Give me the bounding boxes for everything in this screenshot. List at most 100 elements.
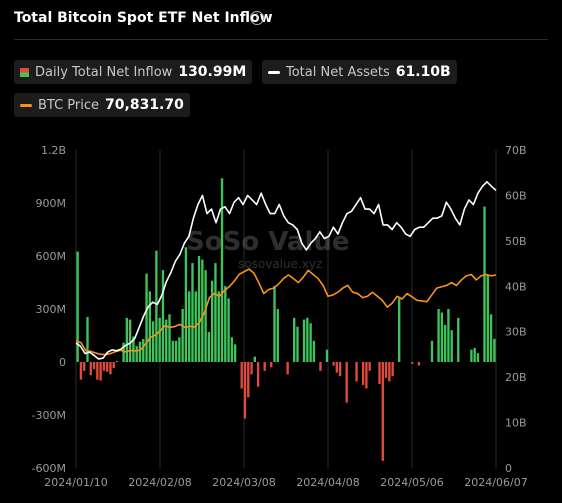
- inflow-bar: [96, 362, 99, 380]
- inflow-bar: [99, 362, 102, 381]
- right-axis-tick-label: 0: [505, 462, 512, 475]
- inflow-bar: [276, 309, 279, 362]
- inflow-bar: [132, 336, 135, 362]
- legend-item-assets[interactable]: Total Net Assets 61.10B: [262, 60, 457, 84]
- inflow-bar: [355, 362, 358, 382]
- inflow-bar: [233, 344, 237, 362]
- legend-item-btc-price[interactable]: BTC Price 70,831.70: [14, 93, 190, 117]
- inflow-bar: [89, 362, 92, 376]
- series-lines: [75, 181, 497, 360]
- inflow-bar: [76, 251, 79, 362]
- inflow-bar: [368, 362, 371, 371]
- inflow-bar: [220, 178, 224, 362]
- inflow-bar: [145, 273, 148, 362]
- inflow-bar: [391, 362, 394, 377]
- inflow-bar: [243, 362, 247, 419]
- x-axis-tick-label: 2024/06/07: [464, 476, 527, 489]
- watermark-site: sosovalue.xyz: [238, 257, 322, 271]
- inflow-bar: [312, 340, 316, 362]
- inflow-bar: [270, 362, 273, 368]
- inflow-bar: [381, 362, 384, 461]
- info-icon[interactable]: i: [250, 11, 264, 25]
- inflow-bar: [384, 362, 388, 378]
- inflow-bar: [335, 362, 339, 373]
- inflow-bar: [286, 362, 289, 375]
- legend-price-value: 70,831.70: [105, 97, 184, 113]
- btc-price-line: [75, 268, 497, 356]
- right-axis-tick-label: 50B: [505, 235, 527, 248]
- right-axis-tick-label: 30B: [505, 326, 527, 339]
- inflow-bar: [191, 263, 194, 362]
- inflow-bar: [168, 314, 171, 362]
- inflow-bar: [204, 270, 207, 362]
- inflow-bar: [148, 291, 152, 362]
- inflow-bar: [457, 317, 460, 362]
- inflow-bar: [210, 280, 214, 362]
- inflow-bar: [302, 319, 306, 362]
- inflow-bar: [165, 319, 168, 362]
- inflow-bar: [247, 362, 250, 398]
- net-assets-line: [75, 181, 497, 360]
- inflow-bar: [197, 256, 201, 362]
- inflow-bar: [125, 317, 129, 362]
- inflow-bar: [92, 362, 96, 370]
- inflow-bar: [411, 362, 414, 364]
- inflow-bar: [240, 362, 243, 389]
- inflow-bar: [86, 316, 89, 362]
- inflow-bar: [293, 317, 296, 362]
- watermark-brand: SoSo Value: [186, 227, 350, 257]
- inflow-bar: [151, 321, 155, 362]
- left-axis-tick-label: -600M: [32, 462, 66, 475]
- inflow-bar: [122, 342, 125, 362]
- x-axis-tick-label: 2024/02/08: [128, 476, 191, 489]
- inflow-bar: [253, 356, 257, 362]
- inflow-bar: [473, 347, 476, 362]
- inflow-bar: [319, 362, 322, 371]
- inflow-bar: [155, 250, 158, 362]
- legend-assets-label: Total Net Assets: [286, 64, 390, 80]
- legend-item-inflow[interactable]: Daily Total Net Inflow 130.99M: [14, 60, 253, 84]
- left-axis-tick-label: 0: [59, 356, 66, 369]
- right-axis-tick-label: 20B: [505, 371, 527, 384]
- inflow-bar: [470, 349, 473, 362]
- inflow-bar: [398, 298, 401, 362]
- right-axis-tick-label: 70B: [505, 144, 527, 157]
- inflow-bar: [178, 337, 181, 362]
- inflow-bar: [332, 362, 335, 366]
- chart-title: Total Bitcoin Spot ETF Net Inflow: [14, 10, 273, 26]
- x-axis-tick-label: 2024/04/08: [296, 476, 359, 489]
- left-axis-tick-label: -300M: [32, 409, 66, 422]
- left-axis-tick-label: 600M: [36, 250, 67, 263]
- legend-inflow-value: 130.99M: [178, 64, 247, 80]
- left-axis-labels: 1.2B 900M 600M 300M 0 -300M -600M: [32, 144, 66, 475]
- x-axis-tick-label: 2024/01/10: [44, 476, 107, 489]
- inflow-bar: [450, 330, 453, 362]
- inflow-bar: [128, 319, 132, 362]
- inflow-bar: [171, 340, 174, 362]
- x-axis-labels: 2024/01/10 2024/02/08 2024/03/08 2024/04/08…: [44, 476, 527, 489]
- inflow-bar: [447, 309, 450, 362]
- inflow-bar: [365, 362, 368, 389]
- right-axis-labels: 70B 60B 50B 40B 30B 20B 10B 0: [505, 144, 527, 475]
- inflow-bar: [115, 361, 119, 363]
- inflow-bar: [256, 362, 260, 387]
- inflow-bar: [476, 353, 480, 362]
- inflow-bar: [158, 317, 161, 362]
- inflow-bar: [486, 275, 489, 362]
- inflow-bar: [345, 362, 348, 403]
- inflow-bar: [263, 362, 266, 371]
- orange-line-swatch-icon: [20, 103, 32, 107]
- inflow-bar: [105, 362, 109, 372]
- inflow-bar: [296, 326, 299, 362]
- left-axis-tick-label: 1.2B: [41, 144, 66, 157]
- chart-grid: [75, 150, 497, 468]
- legend-price-label: BTC Price: [38, 97, 100, 113]
- right-axis-tick-label: 40B: [505, 280, 527, 293]
- inflow-bar: [79, 362, 83, 380]
- inflow-bar: [102, 362, 106, 371]
- inflow-bar: [437, 309, 440, 362]
- inflow-bar: [443, 324, 447, 362]
- inflow-bar: [483, 206, 486, 362]
- left-axis-tick-label: 300M: [36, 303, 67, 316]
